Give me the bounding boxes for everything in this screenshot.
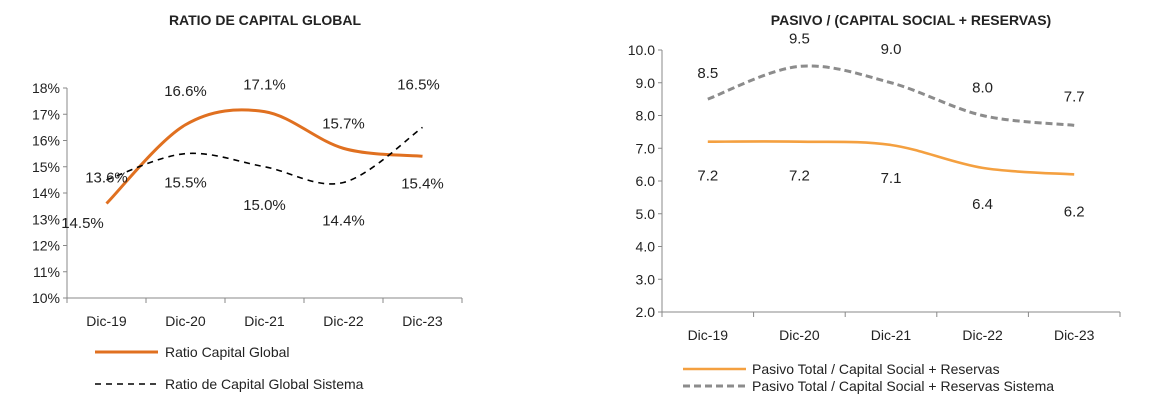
y-tick-label: 5.0 (636, 206, 656, 222)
x-tick-label: Dic-21 (871, 327, 912, 343)
y-tick-label: 16% (32, 133, 60, 149)
data-label: 15.5% (164, 175, 207, 192)
y-tick-label: 18% (32, 80, 60, 96)
data-label: 8.5 (697, 65, 718, 82)
y-tick-label: 10% (32, 290, 60, 306)
data-label: 9.0 (881, 41, 902, 58)
data-label: 7.1 (881, 170, 902, 187)
data-label: 6.2 (1064, 203, 1085, 220)
data-label: 7.7 (1064, 88, 1085, 105)
data-label: 15.0% (243, 197, 286, 214)
data-label: 7.2 (697, 168, 718, 185)
x-tick-label: Dic-23 (1054, 327, 1095, 343)
series-line-2 (106, 126, 423, 185)
data-label: 16.5% (397, 76, 440, 93)
data-label: 8.0 (972, 80, 993, 97)
data-label: 16.6% (164, 83, 207, 100)
legend-label: Pasivo Total / Capital Social + Reservas… (752, 378, 1054, 394)
chart-title: PASIVO / (CAPITAL SOCIAL + RESERVAS) (771, 12, 1051, 28)
data-label: 15.4% (401, 175, 444, 192)
y-tick-label: 17% (32, 106, 60, 122)
data-label: 17.1% (243, 77, 286, 94)
legend-label: Ratio de Capital Global Sistema (165, 376, 364, 392)
y-tick-label: 4.0 (636, 239, 656, 255)
chart-liabilities-ratio: PASIVO / (CAPITAL SOCIAL + RESERVAS) 2.0 3… (628, 12, 1121, 394)
y-tick-label: 10.0 (628, 42, 655, 58)
y-tick-label: 14% (32, 185, 60, 201)
data-label: 7.2 (789, 168, 810, 185)
y-tick-label: 3.0 (636, 271, 656, 287)
data-label: 14.4% (322, 213, 365, 230)
x-tick-label: Dic-20 (165, 313, 206, 329)
y-tick-label: 9.0 (636, 75, 656, 91)
series-line-1 (105, 108, 423, 205)
data-label: 9.5 (789, 30, 810, 47)
legend-label: Ratio Capital Global (165, 344, 290, 360)
y-tick-label: 13% (32, 211, 60, 227)
y-tick-label: 11% (33, 264, 60, 280)
data-label: 14.5% (61, 215, 104, 232)
chart-capital-ratio: RATIO DE CAPITAL GLOBAL 10% 11% 12% 13% 14% 15… (32, 12, 463, 392)
data-label: 15.7% (322, 115, 365, 132)
y-tick-label: 6.0 (636, 173, 656, 189)
x-tick-label: Dic-20 (779, 327, 820, 343)
legend-label: Pasivo Total / Capital Social + Reservas (752, 361, 1000, 377)
x-tick-label: Dic-21 (244, 313, 285, 329)
y-tick-label: 12% (32, 238, 60, 254)
y-tick-label: 2.0 (636, 304, 656, 320)
y-tick-label: 8.0 (636, 108, 656, 124)
data-label: 13.6% (85, 170, 128, 187)
x-tick-label: Dic-19 (688, 327, 729, 343)
series-line-2 (707, 64, 1075, 127)
data-label: 6.4 (972, 196, 993, 213)
series-line-1 (707, 140, 1075, 176)
chart-title: RATIO DE CAPITAL GLOBAL (169, 12, 362, 28)
y-tick-label: 15% (32, 159, 60, 175)
x-tick-label: Dic-22 (323, 313, 364, 329)
x-tick-label: Dic-23 (402, 313, 443, 329)
x-tick-label: Dic-19 (86, 313, 127, 329)
y-tick-label: 7.0 (636, 140, 656, 156)
x-tick-label: Dic-22 (962, 327, 1003, 343)
